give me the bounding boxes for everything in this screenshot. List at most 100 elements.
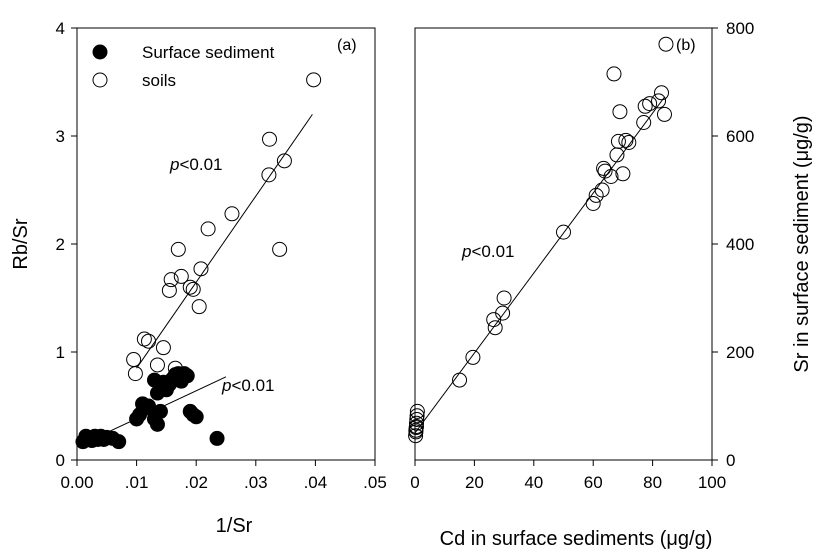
data-point-open: [637, 98, 653, 114]
significance-annotation: p<0.01: [221, 376, 274, 395]
data-point-open: [658, 36, 674, 52]
legend-marker-soils: [92, 72, 108, 88]
data-point-open: [161, 282, 177, 298]
data-point-open: [409, 408, 425, 424]
fit-line: [414, 96, 665, 434]
data-point-open: [596, 160, 612, 176]
data-point-open: [155, 340, 171, 356]
data-point-open: [606, 66, 622, 82]
data-point-open: [224, 206, 240, 222]
data-point-open: [170, 241, 186, 257]
x-tick-label: .05: [363, 473, 387, 492]
panel-b-y-ticks: 0 200 400 600 800: [712, 19, 754, 470]
y-tick-label: 4: [56, 19, 65, 38]
data-point-open: [276, 153, 292, 169]
significance-annotation: p<0.01: [169, 155, 222, 174]
panel-b-points: [408, 36, 674, 444]
data-point-open: [621, 134, 637, 150]
panel-a-points: [75, 72, 322, 450]
y-tick-label: 600: [726, 127, 754, 146]
data-point-filled: [209, 430, 225, 446]
data-point-open: [585, 196, 601, 211]
x-tick-label: 20: [465, 473, 484, 492]
x-tick-label: .01: [125, 473, 149, 492]
panel-b-x-axis-label: Cd in surface sediments (μg/g): [440, 528, 713, 550]
panel-b-label: (b): [676, 37, 696, 54]
panel-a-y-ticks: 0 1 2 3 4: [56, 19, 77, 470]
data-point-open: [182, 279, 198, 295]
legend-label-surface-sediment: Surface sediment: [142, 43, 275, 62]
y-tick-label: 2: [56, 235, 65, 254]
y-tick-label: 3: [56, 127, 65, 146]
data-point-filled: [111, 434, 127, 450]
data-point-open: [495, 305, 511, 321]
panel-a-plot-frame: [76, 27, 376, 461]
data-point-filled: [149, 416, 165, 432]
x-tick-label: 100: [698, 473, 726, 492]
x-tick-label: .04: [304, 473, 328, 492]
y-tick-label: 0: [726, 451, 735, 470]
data-point-open: [173, 268, 189, 284]
data-point-open: [603, 169, 619, 184]
data-point-open: [200, 221, 216, 237]
y-tick-label: 800: [726, 19, 754, 38]
data-point-open: [594, 182, 610, 198]
panel-a-annotations: p<0.01 p<0.01: [169, 155, 274, 395]
legend-label-soils: soils: [142, 71, 176, 90]
panel-b-fit-lines: [414, 96, 665, 434]
data-point-open: [409, 403, 425, 419]
x-tick-label: .02: [184, 473, 208, 492]
data-point-open: [193, 261, 209, 277]
y-tick-label: 0: [56, 451, 65, 470]
data-point-open: [149, 357, 165, 373]
panel-b-plot-frame: [414, 27, 713, 461]
data-point-open: [610, 133, 626, 149]
data-point-open: [588, 187, 604, 203]
data-point-filled: [179, 368, 195, 384]
data-point-open: [597, 163, 613, 179]
panel-a-scatter-plot: 0.00 .01 .02 .03 .04 .05 0 1 2 3 4 p<0.01 p<0.01 (…: [10, 19, 387, 537]
x-tick-label: 0.00: [60, 473, 93, 492]
data-point-open: [642, 96, 658, 112]
y-tick-label: 200: [726, 343, 754, 362]
data-point-open: [261, 167, 277, 183]
data-point-open: [136, 331, 152, 347]
panel-a-x-ticks: 0.00 .01 .02 .03 .04 .05: [60, 460, 387, 492]
panel-a-legend: Surface sediment soils: [92, 43, 275, 90]
data-point-open: [185, 281, 201, 297]
x-tick-label: .03: [244, 473, 268, 492]
data-point-open: [636, 115, 652, 130]
data-point-open: [408, 422, 424, 438]
panel-b-annotations: p<0.01: [461, 242, 514, 261]
x-tick-label: 60: [584, 473, 603, 492]
data-point-open: [465, 349, 481, 365]
y-tick-label: 400: [726, 235, 754, 254]
data-point-open: [262, 131, 278, 147]
data-point-open: [556, 224, 571, 240]
panel-b-x-ticks: 0 20 40 60 80 100: [410, 460, 726, 492]
panel-a-x-axis-label: 1/Sr: [216, 515, 253, 537]
data-point-open: [409, 412, 425, 427]
significance-annotation: p<0.01: [461, 242, 514, 261]
data-point-filled: [152, 403, 168, 419]
data-point-open: [618, 132, 634, 148]
data-point-open: [651, 93, 667, 109]
data-point-open: [656, 106, 672, 122]
data-point-open: [408, 415, 424, 431]
data-point-open: [191, 299, 207, 315]
x-tick-label: 40: [524, 473, 543, 492]
data-point-open: [167, 360, 183, 376]
x-tick-label: 80: [643, 473, 662, 492]
data-point-open: [612, 104, 628, 120]
data-point-open: [127, 366, 143, 382]
panel-a-label: (a): [337, 37, 357, 54]
data-point-open: [306, 72, 322, 88]
panel-b-y-axis-label: Sr in surface sediment (μg/g): [791, 115, 813, 372]
data-point-open: [163, 272, 179, 288]
data-point-open: [496, 290, 512, 306]
data-point-open: [408, 428, 424, 444]
data-point-open: [272, 241, 288, 257]
panel-a-y-axis-label: Rb/Sr: [10, 218, 32, 269]
x-tick-label: 0: [410, 473, 419, 492]
data-point-open: [452, 372, 468, 388]
